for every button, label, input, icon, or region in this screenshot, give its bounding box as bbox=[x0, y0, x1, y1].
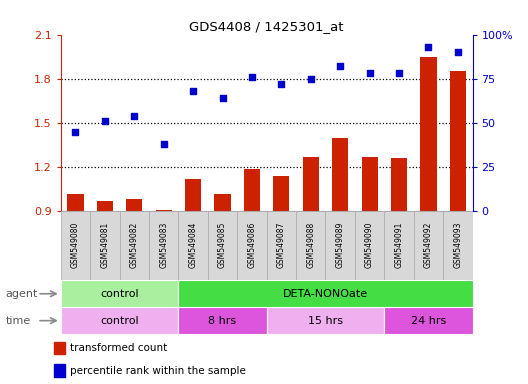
Text: time: time bbox=[5, 316, 31, 326]
Point bbox=[424, 44, 432, 50]
Text: GSM549090: GSM549090 bbox=[365, 222, 374, 268]
Point bbox=[365, 70, 374, 76]
Text: GDS4408 / 1425301_at: GDS4408 / 1425301_at bbox=[190, 20, 344, 33]
Text: control: control bbox=[100, 289, 139, 299]
Point bbox=[71, 129, 80, 135]
Text: GSM549083: GSM549083 bbox=[159, 222, 168, 268]
Bar bbox=[61, 307, 178, 334]
Point bbox=[159, 141, 168, 147]
Bar bbox=[214, 194, 231, 211]
Bar bbox=[267, 307, 384, 334]
Bar bbox=[303, 157, 319, 211]
Bar bbox=[325, 211, 355, 280]
Bar bbox=[420, 57, 437, 211]
Point bbox=[307, 76, 315, 82]
Bar bbox=[126, 199, 143, 211]
Bar bbox=[54, 342, 65, 354]
Bar bbox=[178, 307, 267, 334]
Bar bbox=[54, 364, 65, 376]
Text: GSM549080: GSM549080 bbox=[71, 222, 80, 268]
Bar bbox=[68, 194, 83, 211]
Bar bbox=[384, 211, 414, 280]
Point bbox=[218, 95, 227, 101]
Point bbox=[130, 113, 138, 119]
Bar bbox=[362, 157, 378, 211]
Text: GSM549085: GSM549085 bbox=[218, 222, 227, 268]
Text: percentile rank within the sample: percentile rank within the sample bbox=[70, 366, 246, 376]
Bar bbox=[450, 71, 466, 211]
Bar bbox=[274, 176, 289, 211]
Bar bbox=[267, 211, 296, 280]
Point bbox=[101, 118, 109, 124]
Bar bbox=[61, 280, 178, 307]
Bar bbox=[185, 179, 201, 211]
Bar bbox=[119, 211, 149, 280]
Bar bbox=[61, 211, 90, 280]
Text: DETA-NONOate: DETA-NONOate bbox=[283, 289, 368, 299]
Bar bbox=[384, 307, 473, 334]
Point bbox=[248, 74, 256, 80]
Text: GSM549093: GSM549093 bbox=[454, 222, 463, 268]
Point bbox=[395, 70, 403, 76]
Text: GSM549092: GSM549092 bbox=[424, 222, 433, 268]
Bar bbox=[97, 201, 113, 211]
Text: GSM549091: GSM549091 bbox=[394, 222, 403, 268]
Bar bbox=[355, 211, 384, 280]
Bar bbox=[156, 210, 172, 211]
Point bbox=[454, 49, 462, 55]
Bar bbox=[443, 211, 473, 280]
Text: 8 hrs: 8 hrs bbox=[209, 316, 237, 326]
Bar bbox=[391, 158, 407, 211]
Text: GSM549084: GSM549084 bbox=[188, 222, 197, 268]
Bar bbox=[208, 211, 237, 280]
Point bbox=[277, 81, 286, 87]
Bar bbox=[90, 211, 119, 280]
Bar bbox=[149, 211, 178, 280]
Text: GSM549087: GSM549087 bbox=[277, 222, 286, 268]
Bar bbox=[414, 211, 443, 280]
Bar bbox=[178, 211, 208, 280]
Bar bbox=[237, 211, 267, 280]
Text: GSM549082: GSM549082 bbox=[130, 222, 139, 268]
Bar bbox=[178, 280, 473, 307]
Bar bbox=[296, 211, 325, 280]
Text: GSM549089: GSM549089 bbox=[336, 222, 345, 268]
Text: 24 hrs: 24 hrs bbox=[411, 316, 446, 326]
Text: GSM549088: GSM549088 bbox=[306, 222, 315, 268]
Text: transformed count: transformed count bbox=[70, 343, 167, 353]
Point bbox=[336, 63, 344, 70]
Bar bbox=[332, 137, 348, 211]
Text: GSM549081: GSM549081 bbox=[100, 222, 109, 268]
Text: agent: agent bbox=[5, 289, 37, 299]
Bar bbox=[244, 169, 260, 211]
Point bbox=[189, 88, 197, 94]
Text: 15 hrs: 15 hrs bbox=[308, 316, 343, 326]
Text: control: control bbox=[100, 316, 139, 326]
Text: GSM549086: GSM549086 bbox=[248, 222, 257, 268]
